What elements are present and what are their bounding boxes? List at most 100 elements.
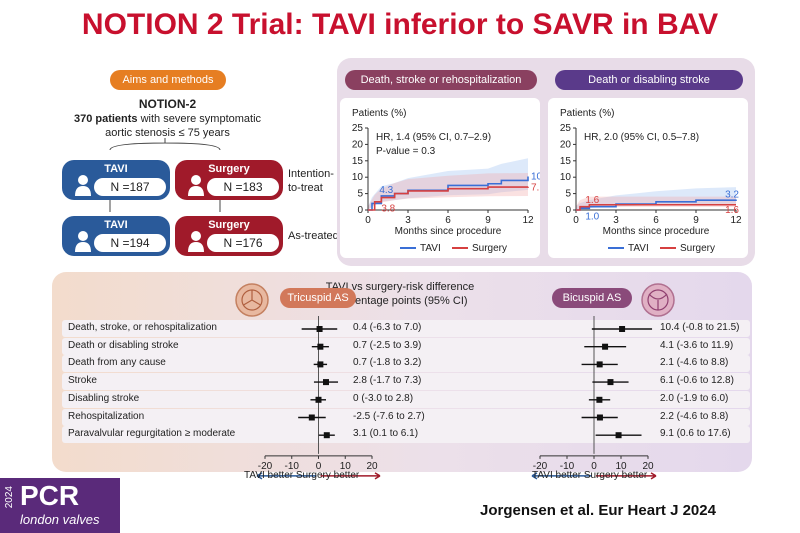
x-tick-label: 12: [730, 215, 742, 226]
forest-point-estimate: [315, 396, 322, 403]
surgery-at-n: N =176: [207, 234, 279, 252]
pcr-logo-name: PCR: [20, 480, 80, 511]
forest-x-tick-label: -10: [560, 461, 575, 472]
surgery-at-card: Surgery N =176: [175, 216, 283, 256]
y-tick-label: 10: [560, 172, 572, 183]
forest-point-estimate: [607, 379, 614, 386]
km-chart-panel1-bg: [340, 98, 540, 258]
panel2-header: Death or disabling stroke: [555, 70, 743, 90]
aims-methods-pill: Aims and methods: [110, 70, 226, 90]
forest-title: TAVI vs surgery-risk difference Percentag…: [300, 280, 500, 308]
pcr-logo-year: 2024: [4, 486, 15, 509]
forest-x-tick-label: 20: [366, 461, 378, 472]
forest-x-tick-label: -10: [285, 461, 300, 472]
bicuspid-valve-icon: [641, 283, 675, 317]
tavi-better-arrow: [256, 472, 317, 480]
surgery-better-right: Surgery better: [583, 470, 648, 481]
forest-row: [62, 426, 750, 444]
x-tick-label: 3: [405, 215, 411, 226]
forest-row-label: Disabling stroke: [68, 392, 140, 404]
trial-name: NOTION-2: [138, 97, 197, 111]
x-tick-label: 0: [573, 215, 579, 226]
page-title: NOTION 2 Trial: TAVI inferior to SAVR in…: [81, 8, 719, 41]
y-tick-label: 15: [560, 156, 572, 167]
person-icon: [75, 175, 91, 196]
surgery-curve: [368, 186, 529, 211]
tricuspid-value: -2.5 (-7.6 to 2.7): [353, 410, 425, 422]
legend-tavi-label: TAVI: [420, 243, 441, 254]
panel1-label-surgery-end: 7.1: [531, 183, 540, 194]
y-tick-label: 15: [352, 156, 364, 167]
surgery-at-label: Surgery: [208, 219, 250, 231]
km-chart-panel2: 0 5 10 15 20 25 0 3 6 9 12 Patients (%) Months sinc…: [548, 98, 748, 258]
forest-row-label: Rehospitalization: [68, 410, 145, 422]
bicuspid-value: 4.1 (-3.6 to 11.9): [660, 339, 734, 351]
forest-row: [62, 337, 750, 355]
bicuspid-value: 2.0 (-1.9 to 6.0): [660, 392, 729, 404]
panel1-xlabel: Months since procedure: [395, 226, 502, 237]
panel1-label-tavi-end: 10.2: [531, 172, 540, 183]
forest-x-tick-label: 10: [340, 461, 352, 472]
panel1-label-surgery-early: 3.8: [381, 204, 395, 215]
forest-x-tick-label: -20: [258, 461, 273, 472]
person-icon: [188, 175, 204, 196]
tricuspid-label: Tricuspid AS: [280, 288, 356, 308]
panel2-label-tavi-end: 3.2: [725, 190, 739, 201]
forest-title-line2: Percentage points (95% CI): [332, 295, 468, 307]
tavi-better-right: TAVI better: [532, 470, 582, 481]
forest-point-estimate: [322, 379, 329, 386]
tavi-better-arrow: [531, 472, 592, 480]
x-tick-label: 6: [445, 215, 451, 226]
bicuspid-value: 2.2 (-4.6 to 8.8): [660, 410, 729, 422]
panel1-label-tavi-early: 4.3: [379, 185, 393, 196]
trial-description-line2: aortic stenosis ≤ 75 years: [105, 127, 230, 139]
forest-point-estimate: [317, 343, 324, 350]
patients-desc: with severe symptomatic: [137, 113, 262, 125]
trial-description-line1: 370 patients with severe symptomatic: [0, 113, 335, 125]
panel2-ylabel: Patients (%): [560, 108, 614, 119]
tavi-at-n: N =194: [94, 234, 166, 252]
forest-row-label: Paravalvular regurgitation ≥ moderate: [68, 428, 236, 440]
allocation-brackets: [109, 138, 221, 212]
tricuspid-valve-icon: [235, 283, 269, 317]
surgery-better-arrow: [320, 472, 381, 480]
ci-band: [368, 158, 528, 210]
tricuspid-axis-labels: TAVI better Surgery better: [244, 470, 359, 481]
legend-tavi-label: TAVI: [628, 243, 649, 254]
forest-point-estimate: [323, 432, 330, 439]
panel2-label-surgery-early: 1.6: [585, 195, 599, 206]
itt-line1: Intention-: [288, 168, 334, 180]
surgery-curve: [576, 203, 736, 211]
panel2-label-tavi-early: 1.0: [585, 212, 599, 223]
bicuspid-value: 2.1 (-4.6 to 8.8): [660, 357, 729, 369]
tricuspid-value: 0 (-3.0 to 2.8): [353, 392, 414, 404]
tricuspid-value: 0.4 (-6.3 to 7.0): [353, 322, 422, 333]
forest-point-estimate: [615, 432, 622, 439]
forest-point-estimate: [317, 361, 324, 368]
panel1-hr: HR, 1.4 (95% CI, 0.7–2.9): [376, 132, 491, 143]
forest-point-estimate: [316, 326, 323, 332]
forest-row-label: Death, stroke, or rehospitalization: [68, 322, 217, 333]
y-tick-label: 25: [352, 123, 364, 134]
forest-point-estimate: [619, 326, 626, 332]
person-icon: [75, 231, 91, 252]
person-icon: [188, 231, 204, 252]
forest-row-label: Death from any cause: [68, 357, 166, 369]
forest-point-estimate: [596, 361, 603, 368]
surgery-better-left: Surgery better: [295, 470, 360, 481]
surgery-better-arrow: [596, 472, 657, 480]
forest-point-estimate: [596, 396, 603, 403]
pcr-logo-sub: london valves: [20, 512, 100, 527]
forest-row: [62, 390, 750, 408]
forest-title-line1: TAVI vs surgery-risk difference: [325, 281, 475, 293]
legend-surgery-label: Surgery: [680, 243, 715, 254]
itt-line2: to-treat: [288, 182, 323, 194]
y-tick-label: 20: [352, 139, 364, 150]
surgery-itt-n: N =183: [207, 178, 279, 196]
tricuspid-value: 3.1 (0.1 to 6.1): [353, 428, 419, 440]
x-tick-label: 0: [365, 215, 371, 226]
km-chart-panel1: 0 5 10 15 20 25 0 3 6 9 12 Patients (%) Months sinc…: [340, 98, 540, 258]
y-tick-label: 5: [357, 189, 363, 200]
y-tick-label: 25: [560, 123, 572, 134]
